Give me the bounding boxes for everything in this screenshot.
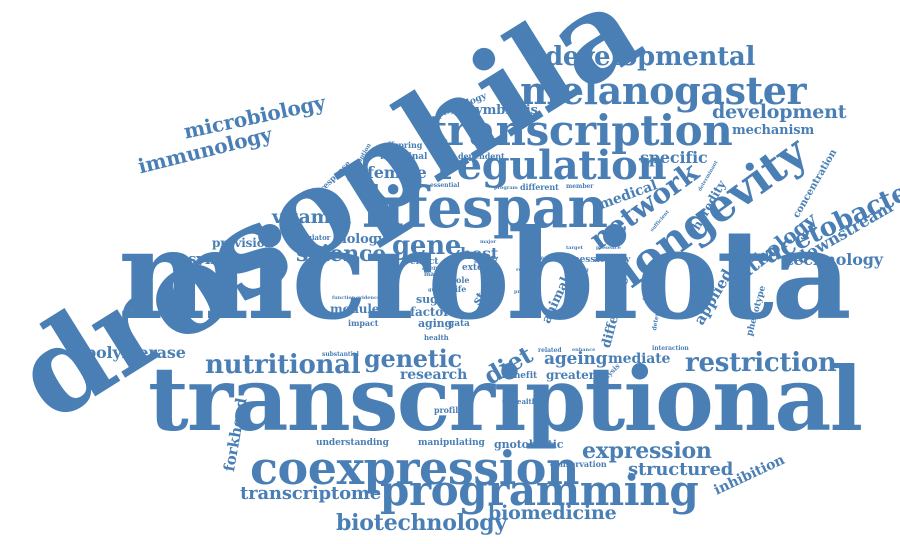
word-growth: growth [428, 287, 448, 293]
word-research: research [400, 367, 468, 383]
word-study: study [474, 259, 489, 265]
word-related: related [538, 347, 562, 354]
word-gene: gene [392, 231, 462, 261]
word-role: role [452, 275, 470, 285]
word-life: life [452, 284, 467, 294]
word-result: result [516, 267, 533, 273]
word-host: host [460, 244, 499, 263]
word-essential: essential [430, 182, 460, 189]
word-profiling: profiling [434, 405, 473, 415]
word-protein: protein [514, 289, 535, 295]
word-program: program [494, 185, 518, 191]
word-polymerase: polymerase [85, 343, 186, 362]
word-offspring: offspring [382, 140, 423, 150]
word-effect: effect [410, 257, 439, 267]
word-specific: specific [640, 148, 708, 167]
word-melanogaster: melanogaster [520, 68, 807, 113]
word-synthetic: synthetic [188, 250, 264, 268]
word-biology: biology [333, 232, 386, 247]
word-biotechnology: biotechnology [336, 510, 507, 536]
word-genetic: genetic [364, 344, 462, 373]
word-regulation: regulation [436, 142, 667, 189]
word-structured: structured [628, 459, 734, 480]
word-mediate: mediate [608, 351, 671, 367]
word-transcriptional: transcriptional [148, 347, 863, 451]
word-factor: factor [410, 305, 450, 319]
word-aging: aging [418, 317, 453, 330]
word-axenic: axenic [422, 265, 444, 272]
word-technology: technology [786, 250, 883, 269]
word-programming: programming [380, 466, 699, 515]
word-interaction: interaction [652, 345, 689, 352]
word-member: member [566, 183, 594, 190]
word-understanding: understanding [316, 438, 389, 448]
word-provision: provision [212, 236, 274, 250]
word-transcriptome: transcriptome [240, 483, 382, 504]
word-presence: presence [596, 245, 621, 251]
word-expression: expression [582, 438, 712, 464]
word-coding: coding [570, 267, 589, 273]
word-reveal: reveal [530, 255, 551, 262]
word-male: male [424, 271, 441, 278]
word-microbiota: microbiota [118, 203, 852, 348]
word-sugar: sugar [416, 293, 451, 306]
word-major: major [480, 239, 497, 245]
word-ageing: ageing [544, 349, 608, 369]
word-greater: greater [546, 368, 595, 382]
word-substantial: substantial [322, 351, 359, 358]
word-lifespan: lifespan [362, 175, 608, 241]
word-mechanism: mechanism [732, 123, 815, 138]
word-nutritional: nutritional [205, 350, 361, 380]
word-conservation: conservation [550, 459, 607, 469]
word-evidence: evidence [356, 295, 381, 301]
word-intestinal: intestinal [380, 152, 428, 162]
word-target: target [566, 245, 583, 251]
word-restriction: restriction [685, 348, 837, 378]
word-different: different [520, 182, 559, 192]
word-dependent: dependent [458, 151, 505, 161]
word-support: support [612, 271, 634, 277]
word-transcription: transcription [428, 106, 733, 155]
word-enhance: enhance [572, 347, 596, 353]
word-function: function [332, 295, 356, 301]
word-regulator: regulator [294, 233, 331, 242]
word-unhealthy: unhealthy [502, 397, 541, 406]
word-extend: extend [462, 263, 496, 273]
word-benefit: benefit [502, 371, 538, 381]
word-gnotobiotic: gnotobiotic [494, 438, 564, 451]
word-science: science [296, 241, 386, 267]
word-impact: impact [348, 318, 379, 328]
word-manipulating: manipulating [418, 438, 485, 448]
word-fitness: fitness [562, 255, 596, 265]
word-activity: activity [594, 255, 631, 265]
word-module: module [330, 302, 380, 316]
word-coexpression: coexpression [250, 441, 579, 495]
word-symbiosis: symbiosis [468, 103, 538, 118]
word-female: female [367, 163, 427, 182]
word-biomedicine: biomedicine [488, 502, 617, 524]
word-development: development [712, 101, 847, 123]
word-vitamin: vitamin [272, 206, 352, 228]
word-gata: gata [448, 319, 470, 329]
word-developmental: developmental [545, 42, 756, 72]
word-health: health [424, 333, 449, 342]
